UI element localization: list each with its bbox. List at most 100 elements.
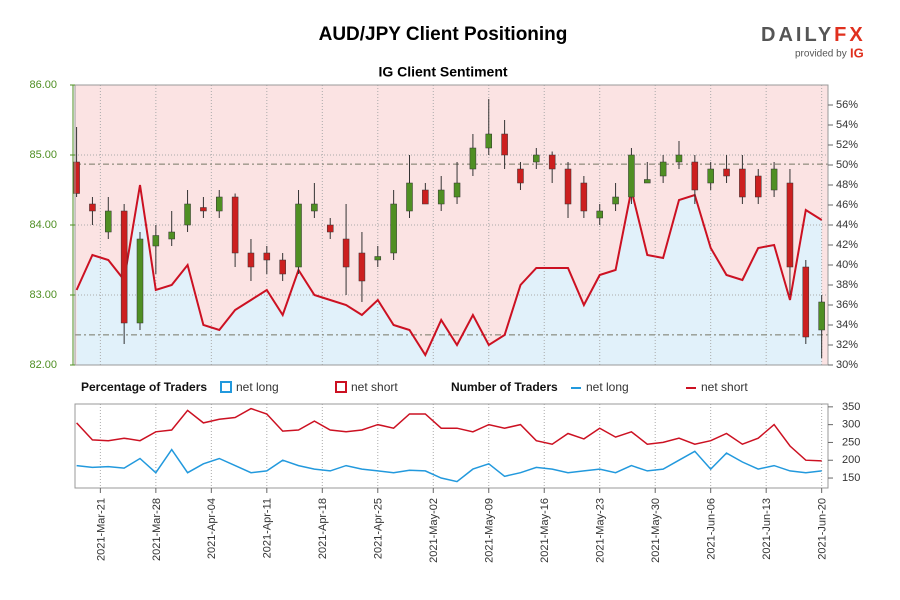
- candle-body: [770, 168, 778, 191]
- candle-body: [390, 203, 397, 254]
- candle-body: [200, 207, 207, 212]
- chart-subtitle: IG Client Sentiment: [378, 64, 507, 80]
- candle-body: [675, 154, 683, 163]
- logo: DAILYFX provided by IG: [761, 24, 866, 60]
- series-line: [76, 407, 822, 462]
- legend-title: Number of Traders: [451, 380, 558, 394]
- y-tick-label: 200: [842, 454, 860, 466]
- y2-tick-label: 34%: [836, 319, 858, 331]
- candle-body: [342, 238, 350, 268]
- candle-body: [707, 168, 714, 184]
- x-tick-label: 2021-Apr-04: [206, 498, 218, 559]
- y-tick-label: 150: [842, 472, 860, 484]
- candle-body: [374, 256, 382, 261]
- candle-body: [485, 133, 493, 149]
- candle-body: [263, 252, 271, 261]
- x-tick-label: 2021-Mar-21: [95, 498, 107, 561]
- x-tick-label: 2021-May-09: [484, 498, 496, 563]
- candle-body: [437, 189, 445, 205]
- provider: IG: [850, 45, 864, 60]
- candle-body: [802, 266, 810, 338]
- candle-body: [406, 182, 413, 212]
- legend-title: Percentage of Traders: [81, 380, 207, 394]
- candle-body: [691, 161, 699, 191]
- legend-label: net short: [701, 380, 748, 394]
- sentiment-line: [75, 184, 823, 358]
- y-tick-label: 85.00: [29, 149, 57, 161]
- y2-tick-label: 50%: [836, 159, 858, 171]
- x-tick-label: 2021-May-23: [595, 498, 607, 563]
- candle-body: [231, 196, 239, 254]
- y2-tick-label: 54%: [836, 119, 858, 131]
- x-tick-label: 2021-May-02: [428, 498, 440, 563]
- x-tick-label: 2021-Mar-28: [151, 498, 163, 561]
- series-line: [76, 448, 822, 483]
- candle-body: [517, 168, 524, 184]
- y-tick-label: 86.00: [29, 79, 57, 91]
- candle-body: [644, 179, 651, 184]
- y2-tick-label: 36%: [836, 299, 858, 311]
- y2-tick-label: 38%: [836, 279, 858, 291]
- candle-body: [326, 224, 334, 233]
- y2-tick-label: 48%: [836, 179, 858, 191]
- candle-body: [786, 182, 794, 268]
- candle-body: [564, 168, 572, 205]
- candle-body: [168, 231, 175, 240]
- y2-tick-label: 52%: [836, 139, 858, 151]
- y-tick-label: 84.00: [29, 219, 57, 231]
- candle-body: [723, 168, 730, 177]
- y-tick-label: 83.00: [29, 289, 57, 301]
- candle-body: [73, 161, 80, 194]
- candle-body: [628, 154, 635, 198]
- y2-tick-label: 40%: [836, 259, 858, 271]
- candle-body: [580, 182, 588, 212]
- x-tick-label: 2021-May-16: [539, 498, 551, 563]
- candle-body: [501, 133, 508, 156]
- y2-tick-label: 56%: [836, 99, 858, 111]
- y2-tick-label: 46%: [836, 199, 858, 211]
- candle-body: [739, 168, 746, 198]
- candle-body: [311, 203, 318, 212]
- candle-body: [279, 259, 286, 275]
- x-tick-label: 2021-Apr-11: [262, 498, 274, 558]
- chart-title: AUD/JPY Client Positioning: [319, 24, 568, 45]
- x-tick-label: 2021-Apr-25: [373, 498, 385, 559]
- candle-body: [659, 161, 667, 177]
- x-tick-label: 2021-May-30: [650, 498, 662, 563]
- legend-label: net short: [351, 380, 398, 394]
- candle-body: [754, 175, 762, 198]
- candle-body: [453, 182, 461, 198]
- legend-swatch: [335, 381, 347, 393]
- provided-by: provided by: [795, 49, 847, 60]
- y-tick-label: 82.00: [29, 359, 57, 371]
- y2-tick-label: 30%: [836, 359, 858, 371]
- brand-name: DAILYFX: [761, 24, 866, 46]
- candle-body: [612, 196, 619, 205]
- y2-tick-label: 32%: [836, 339, 858, 351]
- legend-swatch: [220, 381, 232, 393]
- candle-body: [152, 235, 160, 247]
- candle-body: [358, 252, 366, 282]
- y2-tick-label: 44%: [836, 219, 858, 231]
- x-tick-label: 2021-Jun-06: [706, 498, 718, 560]
- candle-body: [818, 301, 825, 331]
- y-tick-label: 250: [842, 436, 860, 448]
- candle-body: [105, 210, 112, 233]
- brand-accent: FX: [834, 24, 866, 46]
- brand-a: DAILY: [761, 24, 834, 46]
- candle-body: [120, 210, 128, 324]
- y2-tick-label: 42%: [836, 239, 858, 251]
- candle-body: [548, 154, 556, 170]
- x-tick-label: 2021-Jun-20: [817, 498, 829, 560]
- candle-body: [89, 203, 96, 212]
- candle-body: [216, 196, 223, 212]
- legend-label: net long: [586, 380, 629, 394]
- legend-label: net long: [236, 380, 279, 394]
- x-tick-label: 2021-Jun-13: [761, 498, 773, 560]
- candle-body: [184, 203, 191, 226]
- candle-body: [596, 210, 603, 219]
- candle-body: [533, 154, 540, 163]
- x-tick-label: 2021-Apr-18: [317, 498, 329, 559]
- long-area: [76, 185, 822, 365]
- y-tick-label: 300: [842, 419, 860, 431]
